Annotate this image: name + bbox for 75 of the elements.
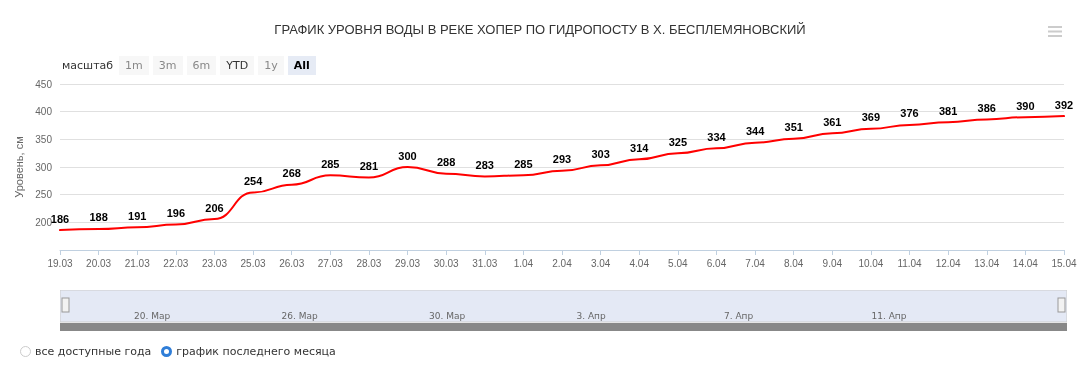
text: 3. Апр bbox=[576, 311, 606, 321]
data-label: 369 bbox=[861, 111, 881, 124]
x-tick-label: 30.03 bbox=[433, 257, 460, 269]
y-tick-label: 400 bbox=[35, 106, 53, 118]
x-tick-label: 21.03 bbox=[124, 257, 151, 269]
text: 26. Мар bbox=[281, 311, 318, 321]
x-tick-label: 26.03 bbox=[279, 257, 305, 269]
data-label: 334 bbox=[707, 130, 727, 143]
x-tick-label: 15.04 bbox=[1051, 257, 1077, 269]
data-label: 390 bbox=[1016, 99, 1035, 112]
text: 30. Мар bbox=[429, 311, 466, 321]
x-tick-label: 6.04 bbox=[706, 257, 727, 269]
x-tick-label: 1.04 bbox=[513, 257, 534, 269]
x-tick-label: 20.03 bbox=[86, 257, 112, 269]
y-tick-label: 350 bbox=[35, 133, 53, 145]
y-tick-label: 250 bbox=[35, 189, 53, 201]
x-tick-label: 29.03 bbox=[395, 257, 421, 269]
range-button: 1y bbox=[258, 56, 284, 75]
x-tick-label: 27.03 bbox=[317, 257, 344, 269]
data-label: 361 bbox=[823, 115, 842, 128]
y-axis-title: Уровень, см bbox=[12, 136, 25, 198]
data-label: 351 bbox=[784, 121, 803, 134]
x-tick-label: 23.03 bbox=[201, 257, 228, 269]
data-label: 344 bbox=[745, 125, 766, 138]
x-tick-label: 13.04 bbox=[974, 257, 1000, 269]
data-label: 381 bbox=[938, 104, 958, 117]
x-tick-label: 28.03 bbox=[356, 257, 382, 269]
range-button: 1m bbox=[119, 56, 149, 75]
x-tick-label: 19.03 bbox=[47, 257, 73, 269]
data-label: 268 bbox=[282, 167, 301, 180]
range-button: YTD bbox=[220, 56, 255, 75]
y-tick-label: 300 bbox=[35, 161, 53, 173]
data-label: 196 bbox=[166, 207, 186, 220]
x-tick-label: 10.04 bbox=[858, 257, 884, 269]
data-label: 283 bbox=[475, 158, 494, 171]
x-tick-label: 5.04 bbox=[668, 257, 689, 269]
x-tick-label: 7.04 bbox=[745, 257, 766, 269]
x-tick-label: 9.04 bbox=[822, 257, 843, 269]
data-label: 376 bbox=[900, 107, 919, 120]
x-tick-label: 11.04 bbox=[897, 257, 923, 269]
text: все доступные года bbox=[35, 345, 152, 358]
range-button: All bbox=[287, 56, 316, 75]
text: 7. Апр bbox=[724, 311, 754, 321]
data-label: 293 bbox=[552, 153, 572, 166]
data-label: 206 bbox=[205, 201, 224, 214]
data-label: 300 bbox=[398, 149, 417, 162]
x-tick-label: 2.04 bbox=[552, 257, 573, 269]
text: 20. Мар bbox=[134, 311, 171, 321]
data-label: 188 bbox=[89, 211, 108, 224]
x-tick-label: 14.04 bbox=[1012, 257, 1039, 269]
x-tick-label: 4.04 bbox=[629, 257, 650, 269]
data-label: 325 bbox=[668, 135, 688, 148]
x-tick-label: 12.04 bbox=[935, 257, 962, 269]
data-label: 191 bbox=[128, 209, 147, 222]
x-tick-label: 25.03 bbox=[240, 257, 267, 269]
x-tick-label: 22.03 bbox=[163, 257, 189, 269]
text: график последнего месяца bbox=[176, 345, 336, 358]
x-tick-label: 3.04 bbox=[590, 257, 611, 269]
data-label: 288 bbox=[436, 156, 456, 169]
range-button: 6m bbox=[186, 56, 217, 75]
data-label: 386 bbox=[977, 101, 996, 114]
y-tick-label: 450 bbox=[35, 78, 53, 90]
data-label: 281 bbox=[359, 160, 379, 173]
data-label: 303 bbox=[591, 147, 610, 160]
data-label: 285 bbox=[514, 157, 533, 170]
x-tick-label: 31.03 bbox=[472, 257, 498, 269]
text: 11. Апр bbox=[871, 311, 907, 321]
data-label: 392 bbox=[1054, 98, 1074, 111]
data-label: 285 bbox=[321, 157, 340, 170]
chart-title: ГРАФИК УРОВНЯ ВОДЫ В РЕКЕ ХОПЕР ПО ГИДРОПОСТУ В Х. БЕСПЛЕМЯНОВСКИЙ bbox=[274, 22, 806, 37]
range-button: 3m bbox=[152, 56, 183, 75]
x-tick-label: 8.04 bbox=[783, 257, 804, 269]
data-label: 254 bbox=[243, 174, 264, 187]
text: масштаб bbox=[61, 58, 115, 74]
data-label: 314 bbox=[630, 141, 650, 154]
